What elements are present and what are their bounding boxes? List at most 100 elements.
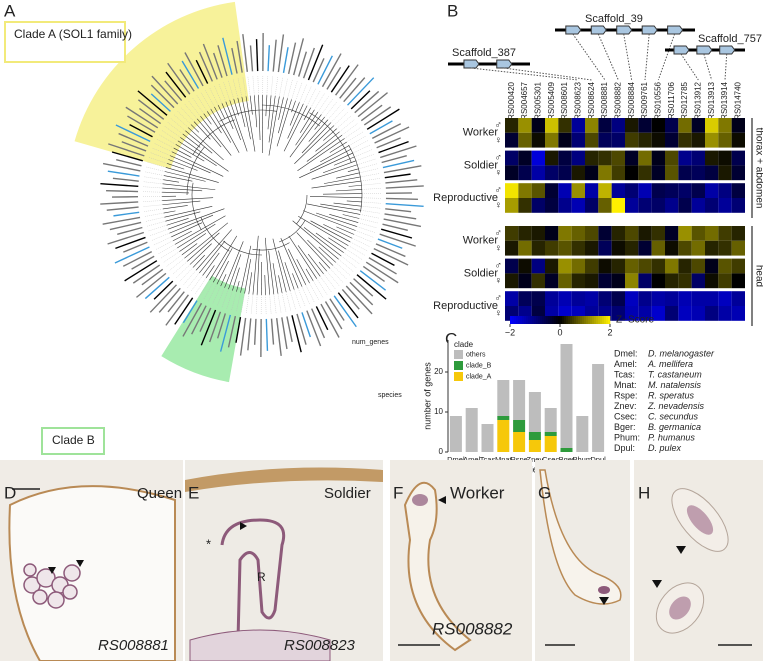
bar-segment xyxy=(497,420,510,452)
heat-cell xyxy=(518,165,532,181)
bar-segment xyxy=(592,364,605,452)
branch xyxy=(162,191,190,194)
branch-arc xyxy=(219,109,277,122)
species-name: T. castaneum xyxy=(648,369,702,379)
leader xyxy=(212,285,221,305)
arrowhead xyxy=(240,522,247,530)
leader xyxy=(309,282,320,301)
branch-arc xyxy=(191,182,202,231)
branch xyxy=(278,250,291,292)
heat-cell xyxy=(691,165,705,181)
scaffold-label: Scaffold_387 xyxy=(452,47,516,59)
leader xyxy=(147,225,167,232)
branch xyxy=(205,265,215,279)
panel-letter: E xyxy=(188,483,199,502)
heat-cell xyxy=(625,150,639,166)
leader xyxy=(285,291,292,312)
column-label: RS013913 xyxy=(707,81,716,119)
column-label: RS014740 xyxy=(733,81,742,119)
branch xyxy=(264,274,266,295)
leaf-tick xyxy=(249,45,254,72)
panel-letter: D xyxy=(4,483,16,502)
heat-cell xyxy=(731,306,745,321)
heat-cell xyxy=(545,118,559,133)
colorbar-step xyxy=(540,316,543,324)
branch-arc xyxy=(192,119,235,156)
heat-cell xyxy=(731,273,745,289)
bar-segment xyxy=(481,424,494,452)
leaf-tick xyxy=(347,77,375,106)
leader xyxy=(161,129,179,141)
colorbar-step xyxy=(510,316,513,324)
leaf-tick xyxy=(164,80,183,102)
leaf-tick xyxy=(335,64,359,96)
branch xyxy=(335,189,362,192)
row-label: Soldier xyxy=(464,159,499,171)
legend-swatch xyxy=(454,361,463,370)
leader xyxy=(165,254,183,268)
branch-arc xyxy=(348,144,363,213)
leader xyxy=(305,284,315,303)
heat-cell xyxy=(718,291,732,306)
colorbar-step xyxy=(588,316,591,324)
branch xyxy=(166,217,189,226)
leaf-tick xyxy=(179,69,195,92)
heat-cell xyxy=(705,150,719,166)
leader xyxy=(162,251,180,263)
branch xyxy=(212,248,233,283)
heat-cell xyxy=(651,150,665,166)
leaf-tick xyxy=(198,51,213,82)
clade-a-box xyxy=(4,21,126,63)
sex-label: ♂ xyxy=(495,120,503,131)
heat-cell xyxy=(611,132,625,148)
heat-cell xyxy=(651,291,665,306)
branch-arc xyxy=(186,146,205,196)
species-name: B. germanica xyxy=(648,422,701,432)
gene-link xyxy=(597,33,619,81)
heat-cell xyxy=(545,291,559,306)
leaf-tick xyxy=(107,170,140,177)
leader xyxy=(155,240,174,251)
leader xyxy=(144,216,165,222)
branch xyxy=(254,95,258,128)
leader xyxy=(182,270,197,286)
leader xyxy=(317,95,330,113)
branch xyxy=(168,159,198,171)
species-name: M. natalensis xyxy=(648,380,702,390)
leaf-tick xyxy=(350,90,371,110)
heat-cell xyxy=(625,226,639,241)
bar-segment xyxy=(497,416,510,420)
heat-cell xyxy=(518,150,532,166)
heat-cell xyxy=(731,226,745,241)
branch xyxy=(272,263,279,294)
leaf-tick xyxy=(102,216,141,225)
heat-cell xyxy=(718,226,732,241)
branch xyxy=(308,119,329,142)
heat-cell xyxy=(718,306,732,321)
branch xyxy=(221,103,234,130)
heat-cell xyxy=(638,291,652,306)
colorbar-step xyxy=(534,316,537,324)
legend-label: clade_A xyxy=(466,373,492,380)
branch xyxy=(162,187,203,192)
column-label: RS004657 xyxy=(520,81,529,119)
row-label: Reproductive xyxy=(433,192,498,204)
leader xyxy=(344,127,362,139)
sex-label: ♀ xyxy=(495,167,503,178)
heat-cell xyxy=(505,165,519,181)
leader xyxy=(218,83,227,102)
leaf-tick xyxy=(136,272,167,298)
y-tick-label: 10 xyxy=(434,407,443,416)
arrowhead xyxy=(48,560,84,574)
heat-cell xyxy=(571,165,585,181)
leader xyxy=(306,87,317,106)
leader xyxy=(360,178,381,182)
legend-title: clade xyxy=(454,340,474,349)
leaf-tick xyxy=(212,52,223,78)
heat-cell xyxy=(705,258,719,274)
species-abbr: Znev: xyxy=(614,401,637,411)
sex-label: ♂ xyxy=(495,153,503,164)
leaf-tick xyxy=(165,71,187,98)
x-tick-label: Amel xyxy=(463,455,480,464)
heat-cell xyxy=(665,306,679,321)
